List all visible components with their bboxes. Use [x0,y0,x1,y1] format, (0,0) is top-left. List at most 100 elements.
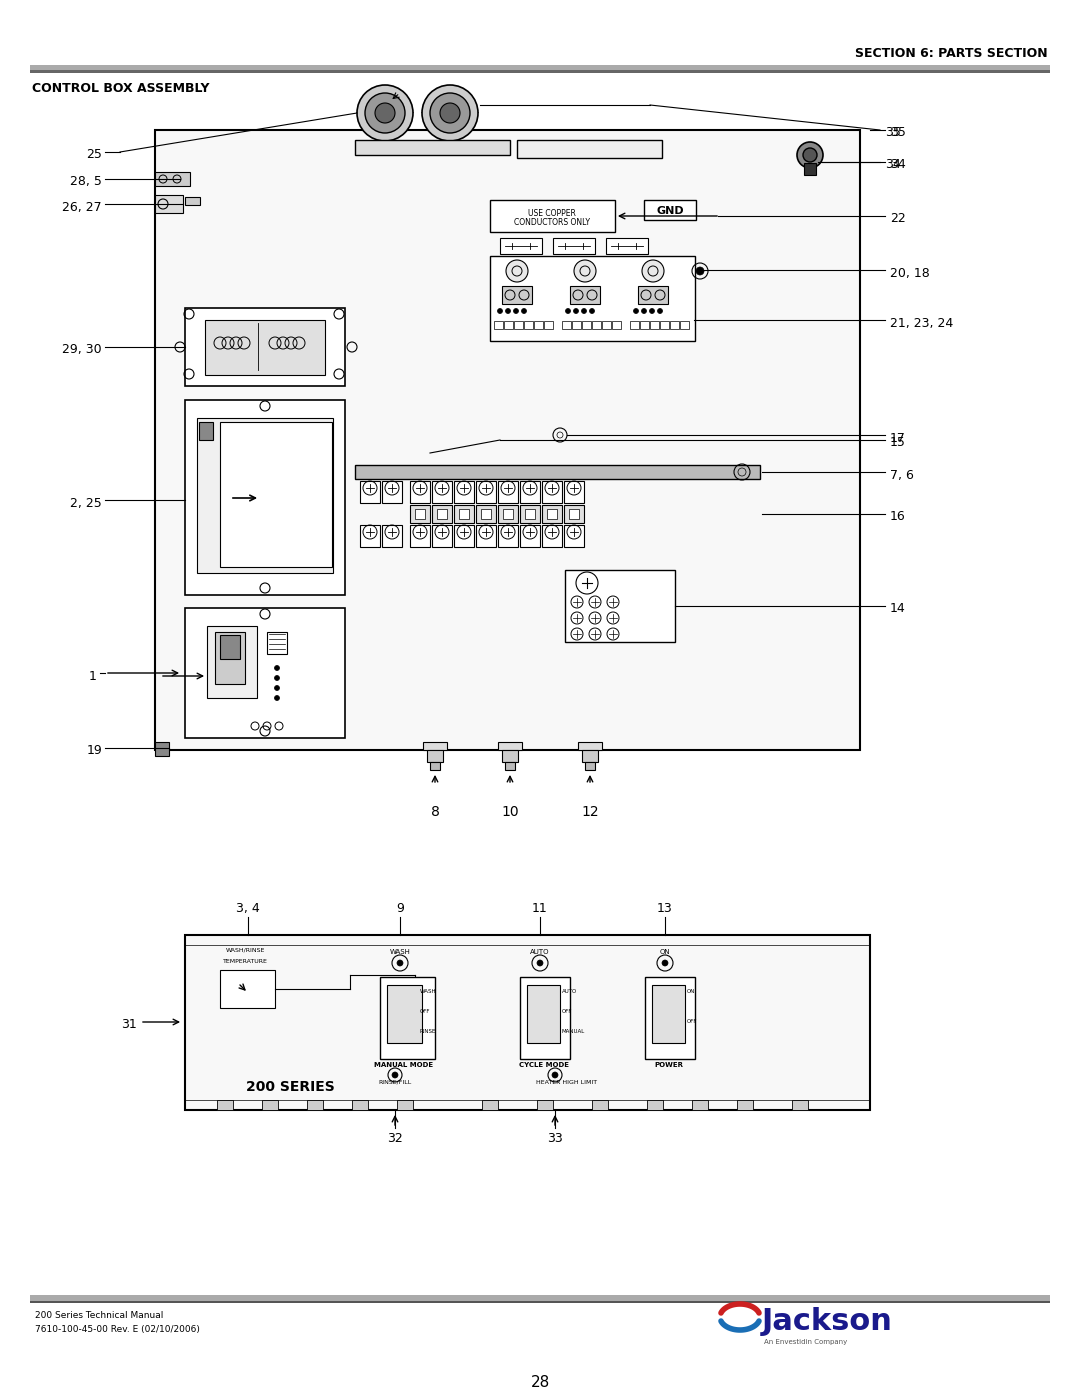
Bar [519,481,540,503]
Bar [582,321,591,330]
Bar [647,1099,663,1111]
Text: RINSE/FILL: RINSE/FILL [378,1080,411,1085]
Text: 16: 16 [890,510,906,524]
Bar [185,400,345,595]
Bar [542,525,562,548]
Text: 28: 28 [530,1375,550,1390]
Bar [564,504,584,522]
Text: 3, 4: 3, 4 [237,902,260,915]
Bar [640,321,649,330]
Bar [481,509,491,520]
Text: 2, 25: 2, 25 [70,496,102,510]
Text: TEMPERATURE: TEMPERATURE [222,958,268,964]
Bar [498,481,518,503]
Bar [432,525,453,548]
Text: 7610-100-45-00 Rev. E (02/10/2006): 7610-100-45-00 Rev. E (02/10/2006) [35,1324,200,1334]
Bar [360,481,380,503]
Bar [199,422,213,440]
Circle shape [566,309,570,313]
Bar [737,1099,753,1111]
Bar [525,509,535,520]
Text: 34: 34 [890,158,906,172]
Bar [382,525,402,548]
Bar [482,1099,498,1111]
Bar [197,418,333,573]
Text: 20, 18: 20, 18 [890,267,930,279]
Bar [156,196,183,212]
Text: GND: GND [657,205,684,217]
Circle shape [658,309,662,313]
Bar [432,481,453,503]
Text: An Envestidin Company: An Envestidin Company [764,1338,847,1345]
Bar [553,237,595,254]
Circle shape [274,686,280,690]
Circle shape [498,309,502,313]
Text: 15: 15 [890,436,906,450]
Bar [564,481,584,503]
Circle shape [422,85,478,141]
Circle shape [430,94,470,133]
Text: 31: 31 [121,1018,137,1031]
Bar [612,321,621,330]
Circle shape [573,260,596,282]
Bar [387,985,422,1044]
Circle shape [804,148,816,162]
Circle shape [392,1071,399,1078]
Circle shape [397,960,403,965]
Bar [572,321,581,330]
Bar [267,631,287,654]
Text: 200 SERIES: 200 SERIES [245,1080,335,1094]
Bar [645,977,696,1059]
Bar [156,742,168,756]
Bar [437,509,447,520]
Text: CONDUCTORS ONLY: CONDUCTORS ONLY [514,218,590,226]
Bar [382,481,402,503]
Text: OFF: OFF [562,1009,572,1014]
Bar [217,1099,233,1111]
Circle shape [642,309,647,313]
Bar [680,321,689,330]
Bar [459,509,469,520]
Text: WASH: WASH [420,989,436,995]
Text: 32: 32 [387,1132,403,1146]
Bar [804,163,816,175]
Bar [185,307,345,386]
Bar [498,504,518,522]
Bar [360,525,380,548]
Bar [307,1099,323,1111]
Bar [569,509,579,520]
Ellipse shape [431,468,449,476]
Bar [502,750,518,761]
Text: CONTROL BOX ASSEMBLY: CONTROL BOX ASSEMBLY [32,82,210,95]
Text: 200 Series Technical Manual: 200 Series Technical Manual [35,1310,163,1320]
Bar [355,465,760,479]
Bar [792,1099,808,1111]
Text: 29, 30: 29, 30 [63,344,102,356]
Bar [592,1099,608,1111]
Bar [534,321,543,330]
Text: 13: 13 [657,902,673,915]
Text: 33: 33 [548,1132,563,1146]
Circle shape [581,309,586,313]
Circle shape [365,94,405,133]
Text: 22: 22 [890,212,906,225]
Circle shape [537,960,543,965]
Bar [207,626,257,698]
Bar [215,631,245,685]
Bar [410,525,430,548]
Bar [454,525,474,548]
Circle shape [505,309,511,313]
Bar [262,1099,278,1111]
Bar [564,525,584,548]
Text: ON: ON [660,949,671,956]
Bar [156,172,190,186]
Text: 28, 5: 28, 5 [70,176,102,189]
Circle shape [440,103,460,123]
Text: Jackson: Jackson [762,1308,893,1336]
Bar [592,321,600,330]
Text: 12: 12 [581,805,598,819]
Bar [504,321,513,330]
Text: AUTO: AUTO [530,949,550,956]
Bar [454,504,474,522]
Bar [423,742,447,750]
